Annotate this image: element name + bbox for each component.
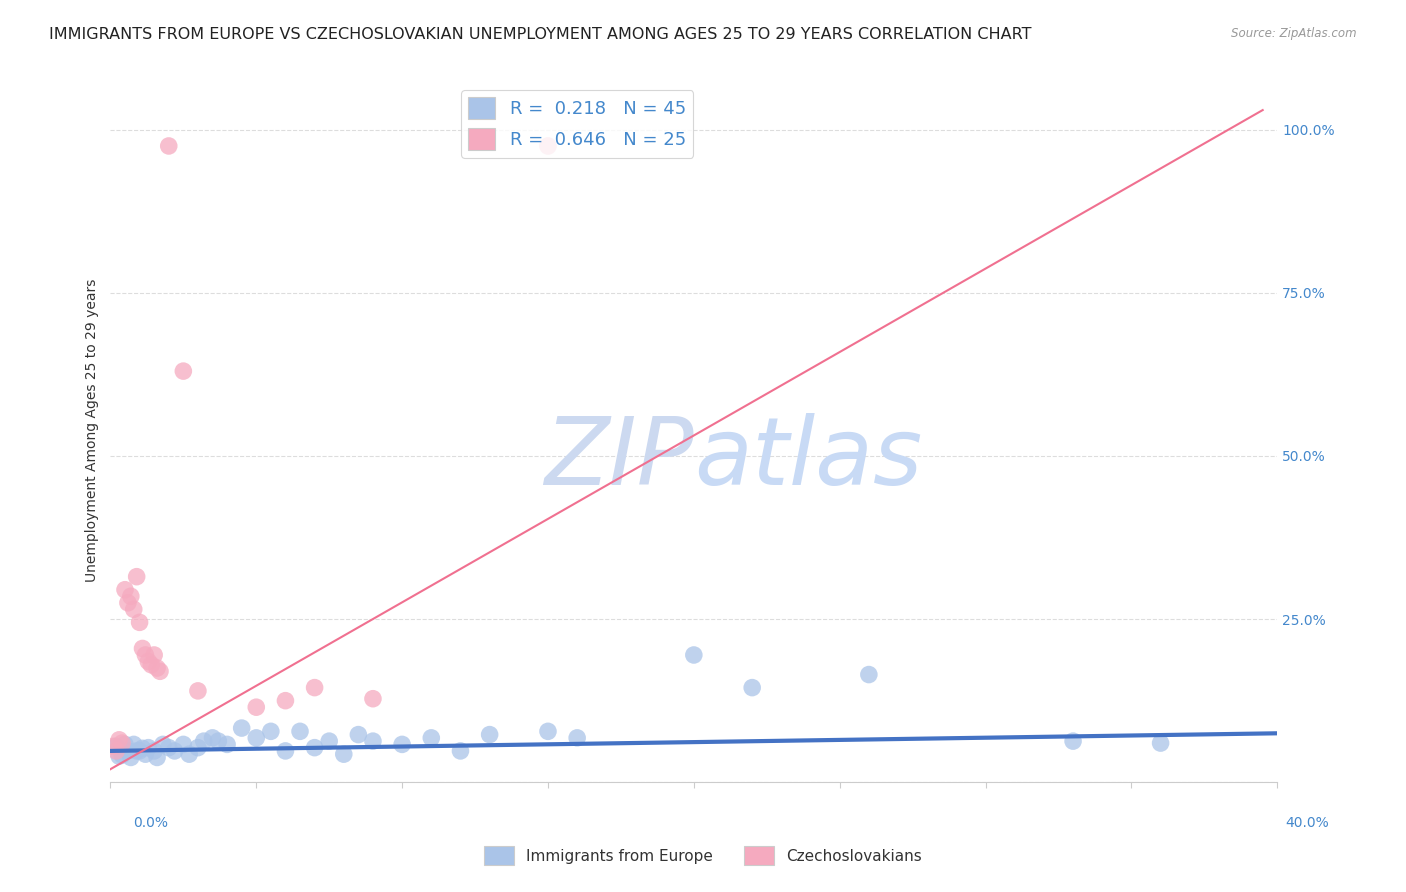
Point xyxy=(146,750,169,764)
Legend: Immigrants from Europe, Czechoslovakians: Immigrants from Europe, Czechoslovakians xyxy=(478,840,928,871)
Point xyxy=(201,731,224,745)
Point xyxy=(741,681,763,695)
Point xyxy=(111,736,134,750)
Point xyxy=(537,139,560,153)
Point xyxy=(120,750,142,764)
Point xyxy=(103,739,125,754)
Point xyxy=(1062,734,1084,748)
Point xyxy=(187,684,209,698)
Point xyxy=(138,740,160,755)
Point xyxy=(157,740,180,755)
Point xyxy=(172,364,194,378)
Point xyxy=(108,732,131,747)
Point xyxy=(245,731,267,745)
Point xyxy=(149,665,172,679)
Point xyxy=(179,747,201,761)
Point xyxy=(450,744,472,758)
Point xyxy=(128,615,150,630)
Point xyxy=(125,744,148,758)
Point xyxy=(274,694,297,708)
Point xyxy=(105,739,128,754)
Point xyxy=(134,648,156,662)
Point xyxy=(537,724,560,739)
Point xyxy=(117,744,139,758)
Legend: R =  0.218   N = 45, R =  0.646   N = 25: R = 0.218 N = 45, R = 0.646 N = 25 xyxy=(461,90,693,158)
Point xyxy=(193,734,215,748)
Text: IMMIGRANTS FROM EUROPE VS CZECHOSLOVAKIAN UNEMPLOYMENT AMONG AGES 25 TO 29 YEARS: IMMIGRANTS FROM EUROPE VS CZECHOSLOVAKIA… xyxy=(49,27,1032,42)
Point xyxy=(682,648,704,662)
Point xyxy=(333,747,356,761)
Point xyxy=(304,681,326,695)
Point xyxy=(125,569,148,583)
Point xyxy=(114,582,136,597)
Point xyxy=(131,641,153,656)
Point xyxy=(231,721,253,735)
Point xyxy=(122,738,145,752)
Point xyxy=(565,731,588,745)
Point xyxy=(361,734,384,748)
Point xyxy=(114,738,136,752)
Point xyxy=(187,740,209,755)
Point xyxy=(134,747,156,761)
Point xyxy=(391,738,413,752)
Point xyxy=(274,744,297,758)
Point xyxy=(288,724,311,739)
Point xyxy=(131,741,153,756)
Point xyxy=(120,589,142,603)
Point xyxy=(1149,736,1171,750)
Y-axis label: Unemployment Among Ages 25 to 29 years: Unemployment Among Ages 25 to 29 years xyxy=(86,278,100,582)
Point xyxy=(138,655,160,669)
Point xyxy=(318,734,340,748)
Point xyxy=(245,700,267,714)
Point xyxy=(122,602,145,616)
Point xyxy=(260,724,283,739)
Point xyxy=(217,738,239,752)
Point xyxy=(157,139,180,153)
Point xyxy=(128,744,150,758)
Point xyxy=(111,747,134,762)
Point xyxy=(420,731,443,745)
Text: ZIP: ZIP xyxy=(544,412,693,504)
Text: Source: ZipAtlas.com: Source: ZipAtlas.com xyxy=(1232,27,1357,40)
Point xyxy=(478,728,501,742)
Point xyxy=(163,744,186,758)
Point xyxy=(105,744,128,758)
Point xyxy=(858,667,880,681)
Point xyxy=(347,728,370,742)
Text: 40.0%: 40.0% xyxy=(1285,816,1329,830)
Text: 0.0%: 0.0% xyxy=(134,816,169,830)
Point xyxy=(143,744,166,758)
Point xyxy=(117,596,139,610)
Text: atlas: atlas xyxy=(693,412,922,504)
Point xyxy=(143,648,166,662)
Point xyxy=(152,738,174,752)
Point xyxy=(304,740,326,755)
Point xyxy=(141,657,163,672)
Point xyxy=(207,734,229,748)
Point xyxy=(108,749,131,764)
Point xyxy=(361,691,384,706)
Point xyxy=(172,738,194,752)
Point xyxy=(146,661,169,675)
